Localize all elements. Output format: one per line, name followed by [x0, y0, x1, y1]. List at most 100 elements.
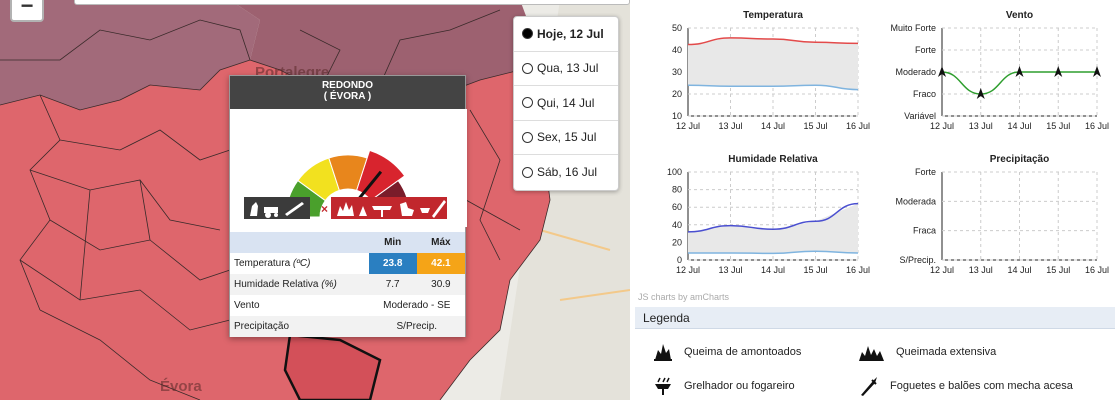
day-label: Qui, 14 Jul [537, 95, 595, 110]
region-label-evora: Évora [160, 378, 202, 395]
popup-header: REDONDO ( ÉVORA ) [230, 76, 465, 109]
col-min-header: Min [368, 232, 417, 253]
y-tick-label: S/Precip. [899, 255, 936, 265]
legend-item: Grelhador ou fogareiro [652, 376, 795, 396]
y-tick-label: Variável [904, 111, 936, 121]
x-tick-label: 12 Jul [930, 121, 954, 131]
precipitation-label: Precipitação [230, 316, 369, 337]
y-tick-label: Forte [915, 45, 936, 55]
x-tick-label: 13 Jul [969, 265, 993, 275]
tractor-icon [250, 202, 304, 218]
map-search-bar[interactable] [74, 0, 630, 5]
legend-label: Foguetes e balões com mecha acesa [890, 380, 1073, 392]
forbidden-fire-icons [337, 200, 446, 218]
y-tick-label: Muito Forte [890, 23, 936, 33]
table-row: Vento Moderado - SE [230, 295, 465, 316]
day-selector: Hoje, 12 Jul Qua, 13 Jul Qui, 14 Jul Sex… [513, 16, 619, 191]
chart-credit-link[interactable]: JS charts by amCharts [638, 292, 730, 302]
temperature-unit: (ºC) [292, 258, 311, 269]
map-panel[interactable]: − Portalegre Évora Hoje, 12 Jul Qua, 13 … [0, 0, 630, 400]
temperature-max: 42.1 [416, 253, 465, 274]
day-option[interactable]: Sáb, 16 Jul [514, 155, 618, 190]
municipality-popup: REDONDO ( ÉVORA ) × [229, 75, 467, 337]
day-label: Qua, 13 Jul [537, 61, 599, 76]
municipality-name: REDONDO [321, 80, 374, 91]
y-tick-label: 60 [672, 202, 682, 212]
chart-title: Humidade Relativa [728, 154, 818, 165]
y-tick-label: 100 [667, 167, 682, 177]
legend-item: Queimada extensiva [858, 342, 996, 362]
rocket-icon [861, 377, 877, 396]
legend-item: Queima de amontoados [652, 342, 801, 362]
y-tick-label: Fraca [913, 226, 936, 236]
x-tick-label: 15 Jul [1046, 121, 1070, 131]
zoom-out-button[interactable]: − [10, 0, 44, 22]
x-tick-label: 16 Jul [846, 121, 870, 131]
forecast-charts[interactable]: Temperatura 12 Jul 13 Jul 14 Jul 15 Jul 16 Ju… [630, 0, 1120, 290]
wind-value: Moderado - SE [383, 300, 451, 311]
x-tick-label: 15 Jul [1046, 265, 1070, 275]
district-name: ( ÉVORA ) [323, 91, 372, 102]
humidity-label: Humidade Relativa [234, 279, 319, 290]
series-line [687, 84, 859, 91]
day-option[interactable]: Qui, 14 Jul [514, 86, 618, 121]
legend-label: Queima de amontoados [684, 346, 802, 358]
restriction-icons: × [244, 197, 447, 219]
temperature-label: Temperatura [234, 258, 291, 269]
day-label: Sáb, 16 Jul [537, 165, 598, 180]
x-tick-label: 16 Jul [846, 265, 870, 275]
x-tick-label: 16 Jul [1085, 121, 1109, 131]
wind-direction-icon [1093, 66, 1101, 77]
wind-direction-icon [938, 66, 946, 77]
x-tick-label: 13 Jul [718, 121, 742, 131]
wind-direction-icon [1054, 66, 1063, 77]
y-tick-label: 0 [677, 255, 682, 265]
range-area [688, 37, 858, 90]
y-tick-label: Forte [915, 167, 936, 177]
wind-direction-icon [976, 88, 985, 99]
humidity-min: 7.7 [368, 274, 417, 295]
series-line [687, 37, 859, 46]
radio-icon[interactable] [522, 62, 533, 74]
radio-icon[interactable] [522, 97, 533, 109]
radio-icon[interactable] [522, 28, 533, 40]
x-tick-label: 14 Jul [761, 265, 785, 275]
y-tick-label: Fraco [913, 89, 936, 99]
radio-icon[interactable] [522, 166, 533, 178]
day-option[interactable]: Sex, 15 Jul [514, 121, 618, 155]
x-tick-label: 13 Jul [718, 265, 742, 275]
y-tick-label: 80 [672, 185, 682, 195]
humidity-unit: (%) [321, 279, 337, 290]
x-tick-label: 14 Jul [1007, 265, 1031, 275]
legend-title: Legenda [635, 307, 1115, 329]
y-tick-label: 10 [672, 111, 682, 121]
chart-title: Precipitação [990, 154, 1049, 165]
extensive-burning-icon [859, 346, 884, 361]
day-option[interactable]: Qua, 13 Jul [514, 52, 618, 86]
radio-icon[interactable] [522, 131, 533, 143]
day-label: Sex, 15 Jul [537, 130, 597, 145]
x-tick-label: 12 Jul [930, 265, 954, 275]
y-tick-label: Moderada [895, 196, 936, 206]
x-tick-label: 14 Jul [761, 121, 785, 131]
x-tick-label: 15 Jul [803, 121, 827, 131]
y-tick-label: 40 [672, 220, 682, 230]
pile-burning-icon [654, 344, 672, 361]
y-tick-label: 20 [672, 237, 682, 247]
x-tick-label: 14 Jul [1007, 121, 1031, 131]
x-tick-label: 12 Jul [676, 121, 700, 131]
grill-icon [655, 377, 671, 395]
y-tick-label: Moderado [895, 67, 936, 77]
temperature-min: 23.8 [368, 253, 417, 274]
series-line [688, 250, 859, 255]
legend-label: Grelhador ou fogareiro [684, 380, 795, 392]
chart-title: Vento [1006, 10, 1033, 21]
x-tick-label: 12 Jul [676, 265, 700, 275]
weather-table: Min Máx Temperatura (ºC) 23.8 42.1 Humid… [230, 232, 465, 337]
y-tick-label: 20 [672, 89, 682, 99]
series-line [687, 202, 859, 233]
forecast-panel: Temperatura 12 Jul 13 Jul 14 Jul 15 Jul 16 Ju… [630, 0, 1120, 400]
day-option[interactable]: Hoje, 12 Jul [514, 17, 618, 52]
table-row: Temperatura (ºC) 23.8 42.1 [230, 253, 465, 274]
x-tick-label: 16 Jul [1085, 265, 1109, 275]
